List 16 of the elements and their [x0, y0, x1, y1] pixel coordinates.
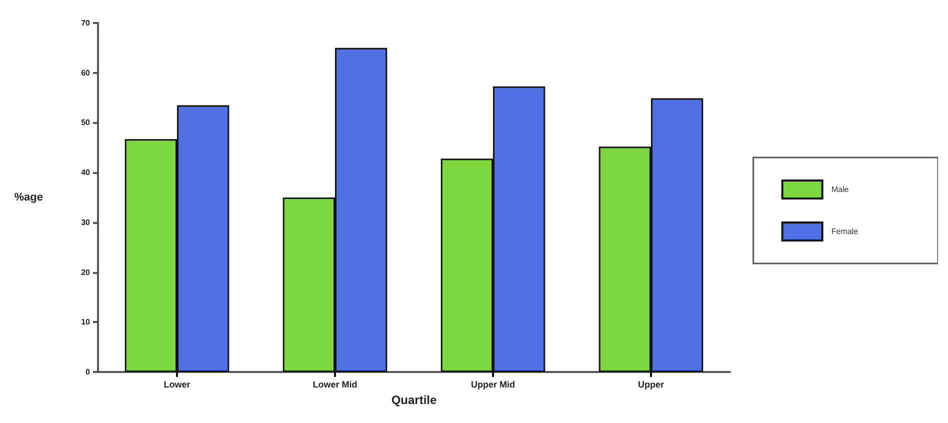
y-tick-label: 60 — [81, 68, 91, 78]
y-tick-label: 0 — [86, 368, 91, 376]
y-tick-label: 40 — [81, 168, 91, 178]
y-tick-label: 50 — [81, 118, 91, 128]
x-tick-label: Lower Mid — [312, 380, 358, 390]
x-tick-label: Lower — [164, 380, 191, 390]
y-tick-label: 10 — [81, 318, 91, 327]
y-tick-label: 70 — [81, 18, 91, 28]
legend-label: Male — [831, 185, 850, 194]
y-axis-title: %age — [14, 192, 43, 204]
x-axis-title: Quartile — [391, 393, 437, 407]
x-tick-label: Upper — [638, 380, 664, 390]
x-tick-label: Upper Mid — [471, 380, 515, 390]
y-tick-label: 20 — [81, 268, 91, 277]
legend-label: Female — [831, 227, 859, 236]
y-tick-label: 30 — [81, 218, 91, 227]
